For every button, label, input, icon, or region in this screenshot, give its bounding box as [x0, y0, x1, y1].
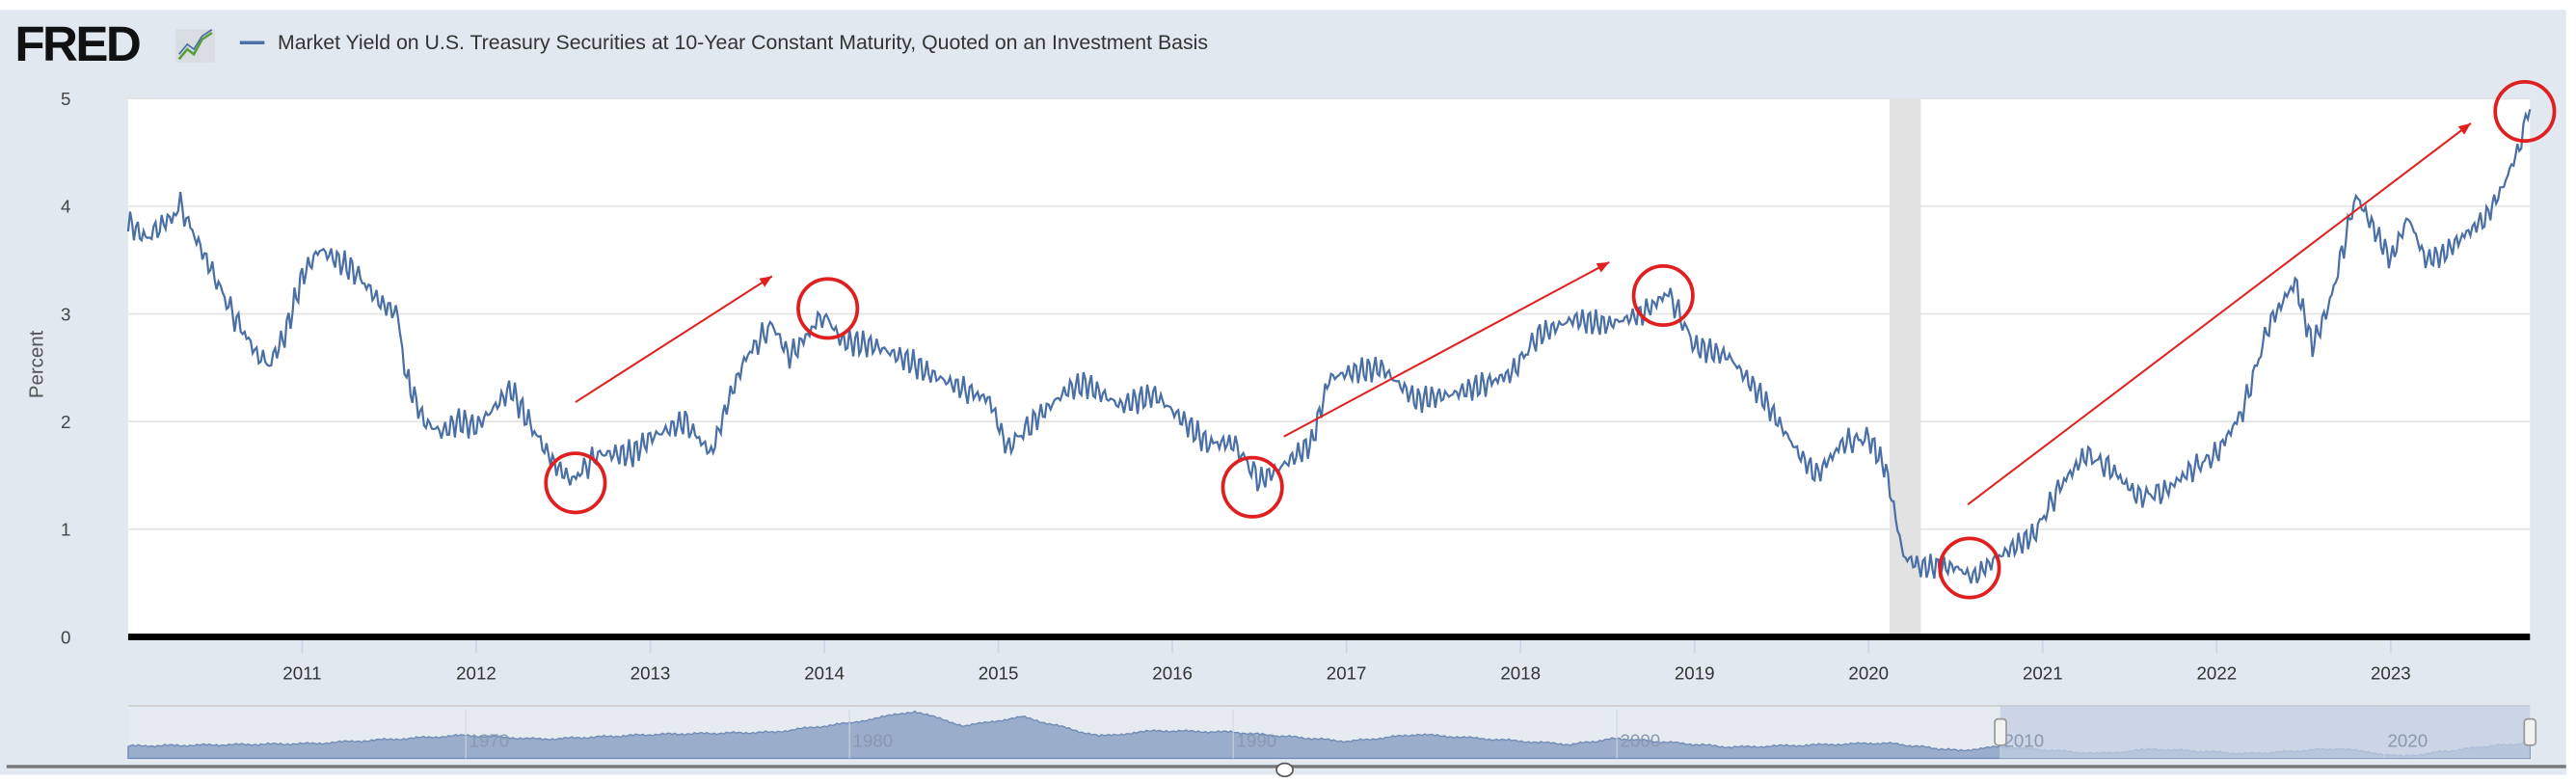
- scrollbar-thumb[interactable]: [1275, 762, 1294, 778]
- annotation-circle: [1631, 263, 1695, 328]
- y-tick-label: 3: [61, 304, 70, 324]
- navigator-ticks: 1970 1980 1990 2000 2010 2020: [465, 709, 2428, 759]
- x-tick-label: 2012: [456, 663, 496, 684]
- y-axis-label: Percent: [26, 330, 47, 398]
- fred-logo[interactable]: FRED: [14, 16, 216, 71]
- annotation-arrowhead: [1596, 261, 1610, 273]
- y-tick-label: 0: [61, 627, 70, 647]
- x-tick-label: 2011: [282, 663, 321, 684]
- y-tick-label: 5: [61, 89, 70, 109]
- navigator-selected-range[interactable]: [2000, 705, 2531, 759]
- x-tick-label: 2019: [1675, 663, 1715, 684]
- y-tick-label: 4: [61, 197, 70, 217]
- series-line: [126, 109, 2532, 584]
- annotation-arrow: [1283, 260, 1610, 438]
- x-axis-ticks: 2011 2012 2013 2014 2015 2016 2017 2018 2019 2020…: [282, 639, 2411, 684]
- annotation-arrowhead: [759, 276, 772, 287]
- navigator-tick-label: 1970: [470, 731, 510, 751]
- annotation-circle: [1221, 455, 1284, 519]
- logo-text: FRED: [14, 16, 140, 71]
- navigator-tick-label: 1980: [853, 731, 894, 751]
- navigator-tick-label: 2020: [2387, 731, 2428, 751]
- recession-band: [1889, 98, 1921, 637]
- navigator[interactable]: 1970 1980 1990 2000 2010 2020: [127, 705, 2537, 762]
- y-axis-ticks: 0 1 2 3 4 5: [61, 89, 70, 647]
- annotation-circle: [796, 277, 860, 340]
- x-tick-label: 2018: [1500, 663, 1541, 684]
- x-tick-label: 2016: [1152, 663, 1193, 684]
- logo-icon-line-blue: [178, 28, 213, 55]
- annotation-arrow: [575, 275, 773, 403]
- navigator-tick-label: 1990: [1237, 731, 1277, 751]
- logo-icon-line-green: [177, 31, 213, 61]
- x-axis-baseline: [127, 634, 2531, 640]
- x-tick-label: 2022: [2196, 663, 2237, 684]
- annotation-arrow: [1967, 122, 2472, 505]
- annotation-circle: [1938, 536, 2001, 600]
- series-title[interactable]: Market Yield on U.S. Treasury Securities…: [278, 31, 1208, 54]
- x-tick-label: 2015: [979, 663, 1019, 684]
- y-tick-label: 2: [61, 412, 70, 432]
- x-tick-label: 2021: [2023, 663, 2063, 684]
- navigator-handle-left[interactable]: [1994, 717, 2007, 746]
- x-tick-label: 2017: [1327, 663, 1367, 684]
- grid-lines: [127, 97, 2531, 530]
- navigator-handle-right[interactable]: [2523, 717, 2537, 746]
- annotation-arrowhead: [2457, 122, 2471, 135]
- x-tick-label: 2014: [804, 663, 845, 684]
- annotation-circle: [2493, 80, 2557, 144]
- plot-area: [127, 98, 2531, 637]
- annotation-circle: [544, 451, 607, 515]
- annotations: [544, 80, 2557, 600]
- x-tick-label: 2023: [2371, 663, 2411, 684]
- x-tick-label: 2013: [631, 663, 671, 684]
- y-tick-label: 1: [61, 520, 70, 540]
- navigator-tick-label: 2000: [1620, 731, 1660, 751]
- scrollbar[interactable]: [6, 762, 2566, 778]
- navigator-tick-label: 2010: [2003, 731, 2044, 751]
- x-tick-label: 2020: [1848, 663, 1889, 684]
